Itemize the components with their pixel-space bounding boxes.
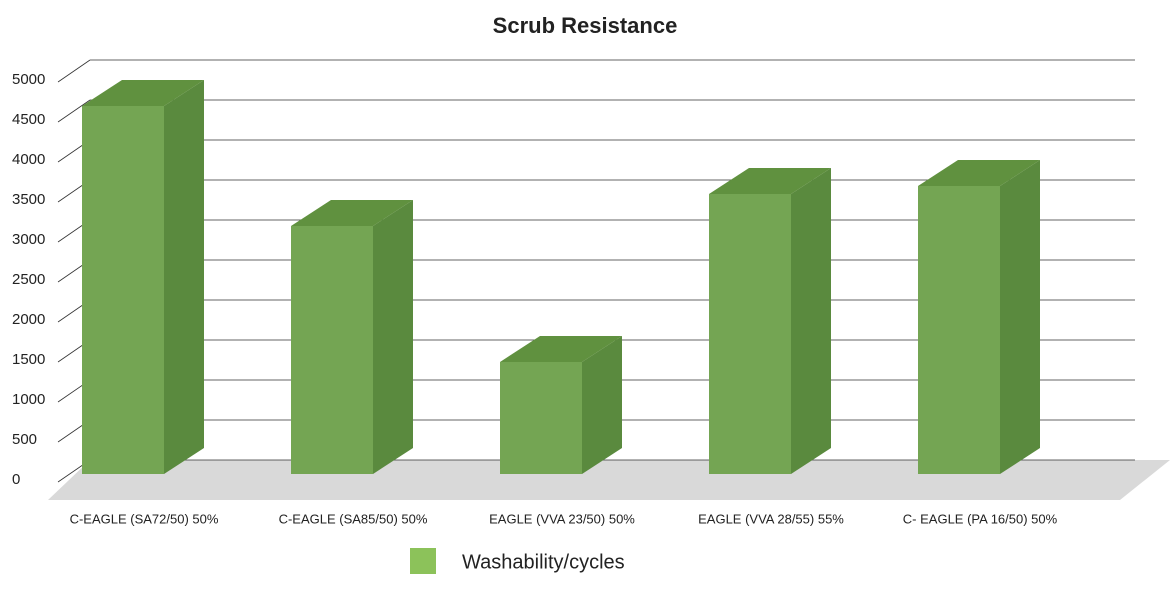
bar: [291, 200, 413, 474]
bar-side: [164, 80, 204, 474]
y-tick-label: 4500: [12, 111, 45, 128]
bar: [918, 160, 1040, 474]
y-tick-label: 500: [12, 431, 37, 448]
legend-label: Washability/cycles: [462, 551, 625, 573]
chart-title: Scrub Resistance: [493, 13, 678, 38]
y-tick-label: 5000: [12, 71, 45, 88]
bar-front: [500, 362, 582, 474]
bar-front: [918, 186, 1000, 474]
bar-front: [709, 194, 791, 474]
bar-top: [709, 168, 831, 194]
y-tick-label: 3500: [12, 191, 45, 208]
bar-top: [500, 336, 622, 362]
x-tick-label: EAGLE (VVA 28/55) 55%: [698, 511, 844, 526]
y-tick-label: 2500: [12, 271, 45, 288]
x-tick-label: C- EAGLE (PA 16/50) 50%: [903, 511, 1058, 526]
bar-front: [82, 106, 164, 474]
y-tick-label: 3000: [12, 231, 45, 248]
y-tick-label: 1000: [12, 391, 45, 408]
bar-side: [791, 168, 831, 474]
x-tick-label: C-EAGLE (SA85/50) 50%: [279, 511, 428, 526]
x-tick-label: EAGLE (VVA 23/50) 50%: [489, 511, 635, 526]
y-tick-label: 1500: [12, 351, 45, 368]
bar-front: [291, 226, 373, 474]
grid-line: [57, 59, 91, 83]
grid-line: [57, 99, 91, 123]
bar-top: [918, 160, 1040, 186]
bar-side: [1000, 160, 1040, 474]
bar: [82, 80, 204, 474]
x-tick-label: C-EAGLE (SA72/50) 50%: [70, 511, 219, 526]
y-tick-label: 0: [12, 471, 20, 488]
bar-side: [373, 200, 413, 474]
y-tick-label: 2000: [12, 311, 45, 328]
legend-swatch: [410, 548, 436, 574]
bar-top: [82, 80, 204, 106]
bar: [709, 168, 831, 474]
bar-top: [291, 200, 413, 226]
bar-side: [582, 336, 622, 474]
y-tick-label: 4000: [12, 151, 45, 168]
bar: [500, 336, 622, 474]
